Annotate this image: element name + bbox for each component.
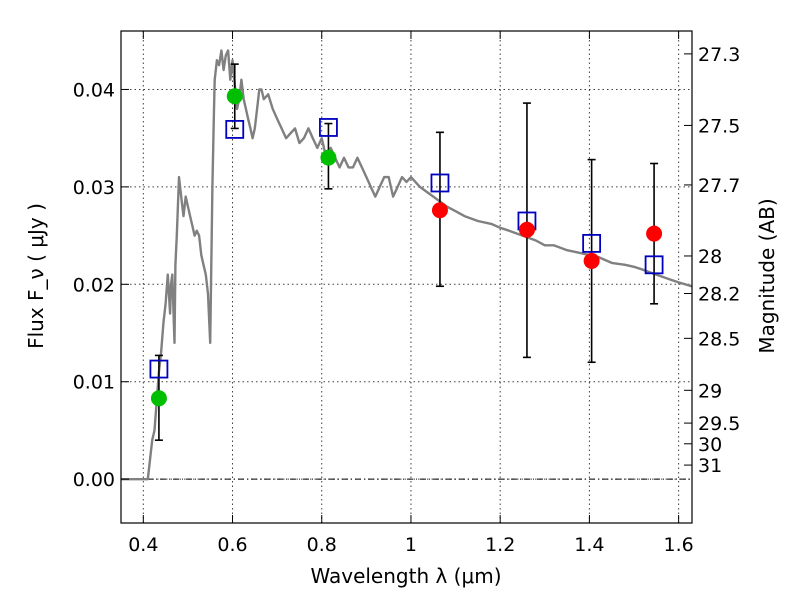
magnitude-tick-label: 28.2 <box>698 284 740 306</box>
x-tick-label: 1.2 <box>485 534 515 556</box>
model-photometry-square <box>644 255 664 275</box>
x-tick-label: 1.6 <box>664 534 694 556</box>
x-axis-label: Wavelength λ (μm) <box>310 564 501 588</box>
model-photometry-square <box>319 118 338 137</box>
magnitude-tick-label: 29.5 <box>698 413 740 435</box>
observed-flux-point <box>518 221 535 238</box>
model-photometry-square <box>582 233 602 253</box>
x-tick-label: 1.4 <box>574 534 604 556</box>
observed-flux-point <box>646 225 663 242</box>
y-tick-label: 0.04 <box>73 79 115 101</box>
grid <box>121 31 692 523</box>
magnitude-tick-label: 27.7 <box>698 175 740 197</box>
model-spectrum-line <box>121 49 693 481</box>
magnitude-tick-label: 27.5 <box>698 115 740 137</box>
magnitude-tick-label: 27.3 <box>698 44 740 66</box>
y-tick-label: 0.01 <box>73 372 115 394</box>
observed-flux-point <box>150 390 167 407</box>
magnitude-tick-label: 30 <box>698 434 722 456</box>
observed-flux-point <box>431 202 448 219</box>
x-tick-label: 1 <box>405 534 417 556</box>
x-tick-label: 0.6 <box>217 534 247 556</box>
x-tick-label: 0.8 <box>307 534 337 556</box>
observed-flux-point <box>226 88 243 105</box>
plot-frame <box>120 30 693 524</box>
model-photometry-square <box>225 120 245 139</box>
y-tick-labels: 0.00 0.01 0.02 0.03 0.04 <box>73 79 115 491</box>
observed-flux-point <box>320 149 337 166</box>
y-axis-right-label: Magnitude (AB) <box>755 198 779 353</box>
x-tick-labels: 0.4 0.6 0.8 1 1.2 1.4 1.6 <box>128 534 694 556</box>
magnitude-tick-label: 28 <box>698 246 722 268</box>
y-tick-label: 0.02 <box>73 274 115 296</box>
magnitude-tick-label: 29 <box>698 380 722 402</box>
plot-area <box>121 49 693 481</box>
magnitude-tick-label: 28.5 <box>698 328 740 350</box>
model-photometry-square <box>149 359 169 379</box>
observed-flux-point <box>583 252 600 269</box>
y-axis-label: Flux F_ν ( μJy ) <box>24 203 48 349</box>
magnitude-tick-label: 31 <box>698 455 722 477</box>
axis-ticks <box>121 31 692 523</box>
x-tick-label: 0.4 <box>128 534 158 556</box>
y-tick-label: 0.00 <box>73 469 115 491</box>
model-photometry-square <box>430 173 450 193</box>
y-tick-label: 0.03 <box>73 177 115 199</box>
